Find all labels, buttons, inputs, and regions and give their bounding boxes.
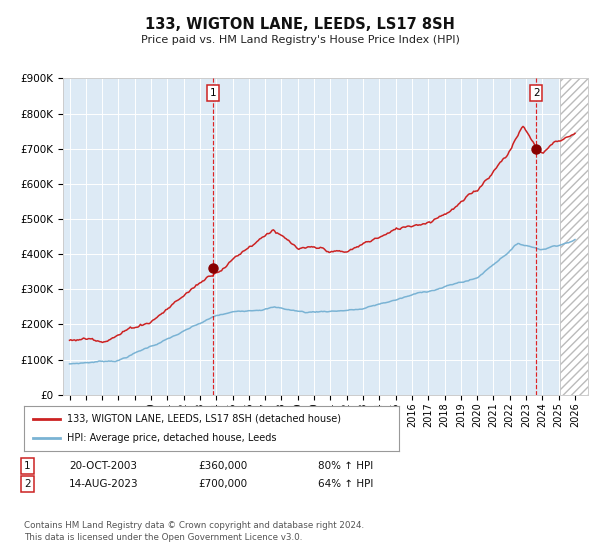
Text: 2: 2 [24, 479, 31, 489]
Text: 20-OCT-2003: 20-OCT-2003 [69, 461, 137, 471]
Text: This data is licensed under the Open Government Licence v3.0.: This data is licensed under the Open Gov… [24, 533, 302, 542]
Text: Contains HM Land Registry data © Crown copyright and database right 2024.: Contains HM Land Registry data © Crown c… [24, 521, 364, 530]
Text: HPI: Average price, detached house, Leeds: HPI: Average price, detached house, Leed… [67, 433, 277, 444]
Text: 64% ↑ HPI: 64% ↑ HPI [318, 479, 373, 489]
Text: 133, WIGTON LANE, LEEDS, LS17 8SH (detached house): 133, WIGTON LANE, LEEDS, LS17 8SH (detac… [67, 414, 341, 424]
Text: 80% ↑ HPI: 80% ↑ HPI [318, 461, 373, 471]
Text: £360,000: £360,000 [198, 461, 247, 471]
Text: 14-AUG-2023: 14-AUG-2023 [69, 479, 139, 489]
Text: 133, WIGTON LANE, LEEDS, LS17 8SH: 133, WIGTON LANE, LEEDS, LS17 8SH [145, 17, 455, 32]
Bar [560, 78, 593, 395]
Text: 2: 2 [533, 87, 539, 97]
Text: 1: 1 [209, 87, 217, 97]
Text: Price paid vs. HM Land Registry's House Price Index (HPI): Price paid vs. HM Land Registry's House … [140, 35, 460, 45]
Text: 1: 1 [24, 461, 31, 471]
Text: £700,000: £700,000 [198, 479, 247, 489]
